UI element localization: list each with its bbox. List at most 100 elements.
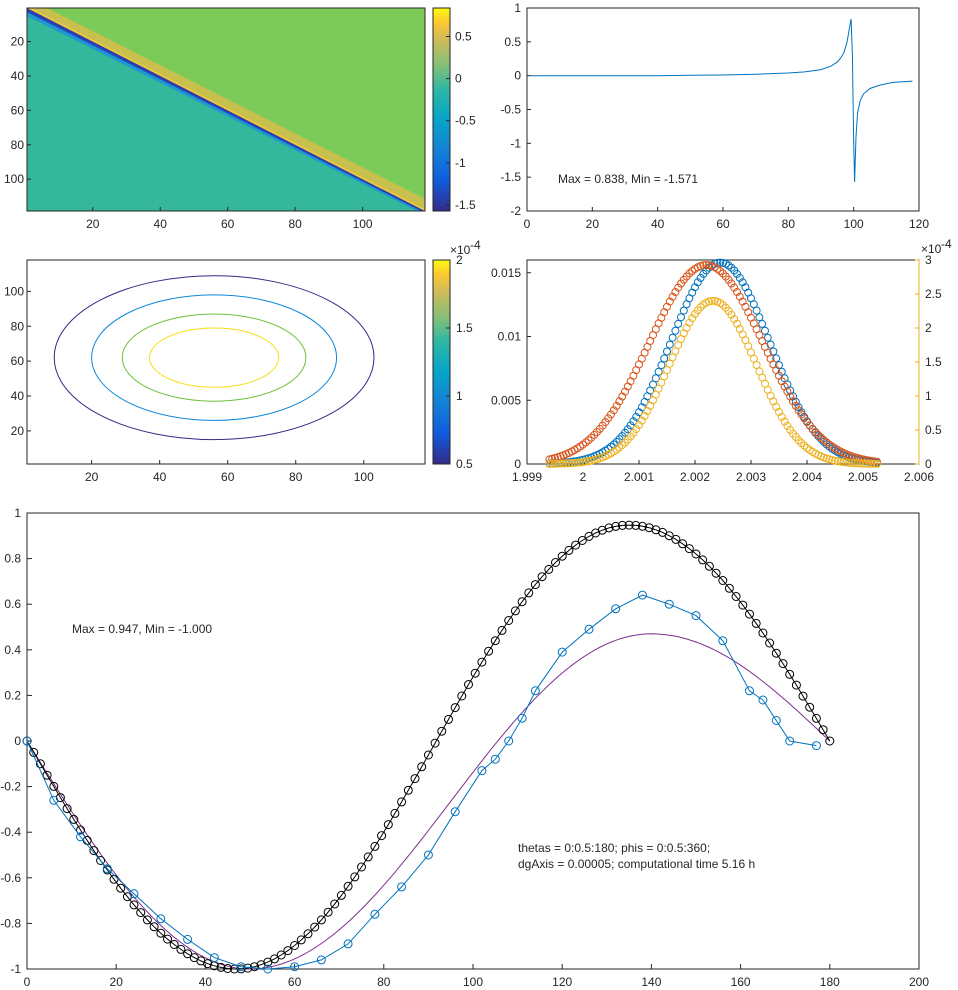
y-tick-label: 20	[11, 35, 25, 49]
x-tick-label: 120	[909, 217, 929, 231]
x-tick-label: 20	[586, 217, 600, 231]
black-series-marker	[357, 862, 366, 872]
scatter-right-exponent: ×10	[921, 242, 942, 256]
y-tick-label: 1	[14, 506, 21, 520]
black-series-marker	[484, 646, 494, 656]
x-tick-label: 0	[24, 975, 31, 989]
scatter-point	[663, 366, 671, 375]
scatter-point	[797, 439, 806, 447]
blue-series-marker	[423, 850, 433, 860]
blue-series-marker	[811, 741, 821, 751]
scatter-point	[696, 273, 705, 282]
x-tick-label: 60	[221, 470, 235, 484]
contour-lines	[53, 275, 375, 441]
x-tick-label: 80	[288, 217, 302, 231]
x-tick-label: 2.001	[624, 470, 654, 484]
scatter-point	[618, 441, 627, 450]
black-series-marker	[530, 580, 540, 590]
scatter-point	[870, 459, 879, 468]
black-series-marker	[316, 915, 326, 925]
black-series-marker	[678, 539, 688, 549]
scatter-point	[635, 421, 643, 429]
x-tick-label: 100	[353, 217, 373, 231]
blue-series-marker	[290, 962, 300, 972]
scatter-point	[783, 421, 792, 430]
black-series-marker	[129, 900, 139, 910]
scatter-point	[685, 318, 694, 327]
blue-series-marker	[316, 955, 326, 965]
x-tick-label: 160	[731, 975, 751, 989]
heatmap-panel: 20 40 60 80 100 20 40 60 80 100 0.5 0 -0.5 -1 -1.5	[4, 7, 476, 231]
scatter-point	[833, 457, 842, 466]
blue-series-marker	[49, 795, 59, 805]
black-series-marker	[664, 531, 674, 541]
y-tick-label: -0.2	[0, 780, 21, 794]
x-tick-label: 200	[909, 975, 929, 989]
blue-series-marker	[584, 624, 594, 634]
black-series-marker	[517, 597, 527, 607]
black-series-marker	[303, 929, 313, 939]
bottom-annotation-params-1: thetas = 0:0.5:180; phis = 0:0.5:360;	[518, 841, 710, 855]
black-series-marker	[35, 759, 45, 769]
scatter-point	[660, 354, 669, 363]
bottom-annotation-maxmin: Max = 0.947, Min = -1.000	[72, 622, 212, 636]
scatter-point	[822, 438, 831, 447]
scatter-point	[847, 459, 856, 467]
black-series-marker	[383, 820, 393, 830]
black-series-marker	[430, 738, 440, 748]
scatter-point	[545, 459, 554, 468]
black-series-marker	[597, 525, 607, 535]
blue-series-marker	[785, 736, 795, 746]
y-tick-label-left: 0.015	[491, 266, 521, 280]
scatter-point	[632, 412, 641, 421]
black-series-marker	[638, 521, 647, 531]
heatmap-ticks: 20 40 60 80 100 20 40 60 80 100	[4, 35, 373, 231]
colorbar-tick-label: 0.5	[456, 457, 473, 471]
contour-ticks: 20 40 60 80 100 20 40 60 80 100	[4, 284, 374, 484]
scatter-point	[789, 397, 797, 406]
line-top-ticks: 0 20 40 60 80 100 120 1 0.5 0 -0.5 -1 -1.5 -2	[500, 1, 929, 231]
black-series-marker	[691, 549, 701, 559]
scatter-point	[567, 459, 576, 468]
y-tick-label: -1	[510, 136, 521, 150]
black-series-marker	[423, 750, 433, 760]
scatter-point	[657, 361, 666, 370]
blue-series-marker	[745, 686, 754, 696]
black-series-marker	[330, 899, 340, 909]
y-tick-label: -1	[10, 962, 21, 976]
scatter-point	[794, 406, 803, 415]
scatter-point	[551, 459, 559, 468]
y-tick-label: 20	[11, 424, 25, 438]
scatter-point	[570, 458, 579, 467]
scatter-point	[696, 303, 705, 312]
scatter-point	[836, 457, 845, 466]
scatter-point	[576, 458, 585, 467]
black-series-marker	[149, 922, 159, 932]
y-tick-label: 100	[4, 172, 24, 186]
heatmap-upper-band	[27, 8, 425, 211]
black-series-marker	[42, 770, 52, 780]
scatter-point	[584, 436, 593, 445]
y-tick-label: 0.8	[4, 552, 21, 566]
scatter-point	[693, 278, 702, 287]
colorbar-tick-label: 1.5	[456, 321, 473, 335]
scatter-point	[794, 436, 803, 445]
scatter-point	[590, 430, 599, 439]
x-tick-label: 20	[110, 975, 124, 989]
scatter-point	[719, 301, 727, 310]
black-series-marker	[323, 907, 333, 917]
scatter-points	[545, 258, 881, 468]
black-series-marker	[62, 804, 72, 814]
y-tick-label: 80	[11, 319, 25, 333]
x-tick-label: 140	[641, 975, 661, 989]
y-tick-label: -0.8	[0, 916, 21, 930]
scatter-point	[702, 261, 711, 270]
black-series-marker	[557, 551, 567, 561]
y-tick-label-right: 0.5	[925, 423, 942, 437]
contour-colorbar-gradient	[432, 259, 451, 465]
scatter-point	[864, 459, 873, 468]
black-series-marker	[444, 714, 453, 724]
x-tick-label: 40	[199, 975, 213, 989]
black-series-marker	[745, 609, 754, 619]
scatter-point	[867, 459, 876, 468]
